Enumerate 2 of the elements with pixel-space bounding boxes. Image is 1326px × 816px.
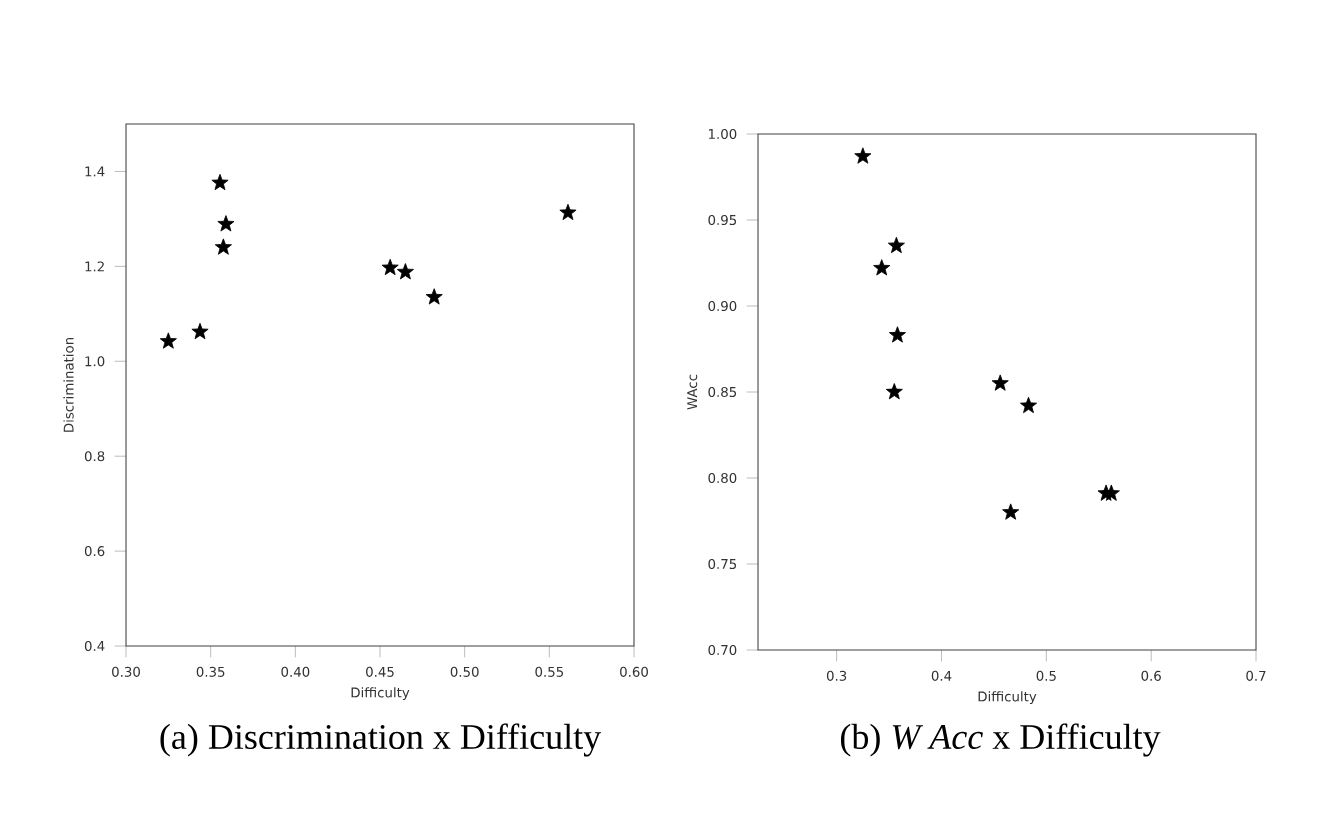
text: (b) W Acc x Difficulty [840, 723, 1161, 757]
text: (a) Discrimination x Difficulty [160, 723, 602, 757]
